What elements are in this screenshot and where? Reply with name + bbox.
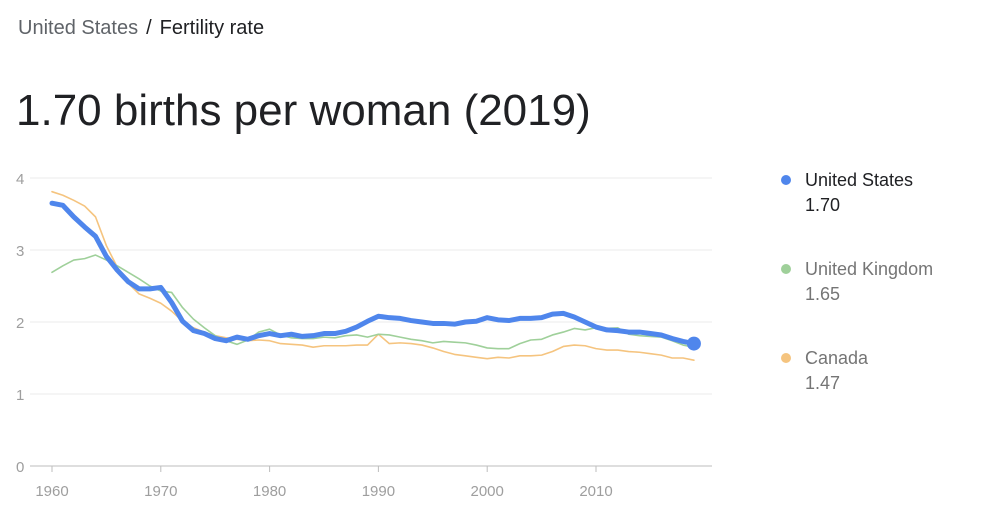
y-tick-label: 2 xyxy=(16,315,24,332)
series-line-canada[interactable] xyxy=(51,190,695,361)
series-line-united-states[interactable] xyxy=(49,200,697,347)
series-line-united-kingdom[interactable] xyxy=(51,254,695,350)
x-tick-label: 1960 xyxy=(35,483,68,500)
legend-label: United States xyxy=(805,170,914,190)
x-tick-label: 1980 xyxy=(253,483,286,500)
legend-value: 1.65 xyxy=(805,284,841,304)
legend-dot-icon xyxy=(781,175,791,185)
y-tick-label: 1 xyxy=(16,387,24,404)
x-tick-label: 2010 xyxy=(579,483,612,500)
breadcrumb-parent-link[interactable]: United States xyxy=(18,17,139,39)
legend-value: 1.70 xyxy=(805,195,841,215)
fertility-line-chart: 0 1 2 3 4 1960 1970 1980 1990 2000 2010 xyxy=(16,171,712,500)
legend-item-united-kingdom[interactable]: United Kingdom 1.65 xyxy=(781,257,934,307)
legend-item-canada[interactable]: Canada 1.47 xyxy=(781,346,869,396)
y-tick-label: 3 xyxy=(16,243,24,260)
legend-label: Canada xyxy=(805,348,869,368)
x-tick-label: 1970 xyxy=(144,483,177,500)
breadcrumb-separator: / xyxy=(146,17,152,39)
legend-label: United Kingdom xyxy=(805,259,934,279)
legend-value: 1.47 xyxy=(805,373,841,393)
page-title: 1.70 births per woman (2019) xyxy=(16,86,591,135)
y-tick-label: 0 xyxy=(16,459,24,476)
x-tick-label: 2000 xyxy=(471,483,504,500)
breadcrumb: United States / Fertility rate xyxy=(18,17,264,40)
legend-dot-icon xyxy=(781,353,791,363)
x-tick-label: 1990 xyxy=(362,483,395,500)
y-tick-label: 4 xyxy=(16,171,24,188)
legend-item-united-states[interactable]: United States 1.70 xyxy=(781,168,914,218)
legend-dot-icon xyxy=(781,264,791,274)
breadcrumb-current: Fertility rate xyxy=(159,17,265,39)
latest-point-marker[interactable] xyxy=(686,336,701,351)
